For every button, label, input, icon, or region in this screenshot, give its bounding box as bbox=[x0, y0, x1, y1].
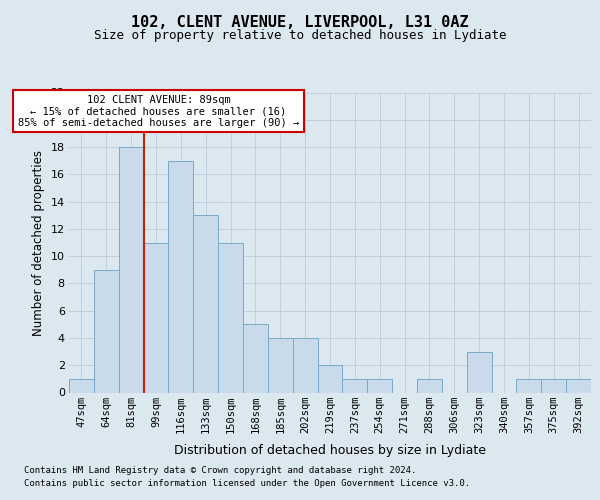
Bar bbox=[367, 379, 392, 392]
Bar bbox=[467, 352, 491, 393]
Text: Contains HM Land Registry data © Crown copyright and database right 2024.: Contains HM Land Registry data © Crown c… bbox=[24, 466, 416, 475]
Bar bbox=[343, 379, 367, 392]
Bar bbox=[268, 338, 293, 392]
Bar bbox=[293, 338, 317, 392]
Bar bbox=[317, 365, 343, 392]
Y-axis label: Number of detached properties: Number of detached properties bbox=[32, 150, 45, 336]
Bar bbox=[69, 379, 94, 392]
Bar bbox=[94, 270, 119, 392]
Bar bbox=[243, 324, 268, 392]
Bar bbox=[417, 379, 442, 392]
Text: 102, CLENT AVENUE, LIVERPOOL, L31 0AZ: 102, CLENT AVENUE, LIVERPOOL, L31 0AZ bbox=[131, 15, 469, 30]
Text: Size of property relative to detached houses in Lydiate: Size of property relative to detached ho… bbox=[94, 29, 506, 42]
Bar bbox=[169, 160, 193, 392]
X-axis label: Distribution of detached houses by size in Lydiate: Distribution of detached houses by size … bbox=[174, 444, 486, 457]
Bar bbox=[193, 215, 218, 392]
Bar bbox=[566, 379, 591, 392]
Bar bbox=[119, 147, 143, 392]
Bar bbox=[517, 379, 541, 392]
Bar bbox=[143, 242, 169, 392]
Bar bbox=[541, 379, 566, 392]
Text: Contains public sector information licensed under the Open Government Licence v3: Contains public sector information licen… bbox=[24, 478, 470, 488]
Text: 102 CLENT AVENUE: 89sqm
← 15% of detached houses are smaller (16)
85% of semi-de: 102 CLENT AVENUE: 89sqm ← 15% of detache… bbox=[18, 94, 299, 128]
Bar bbox=[218, 242, 243, 392]
